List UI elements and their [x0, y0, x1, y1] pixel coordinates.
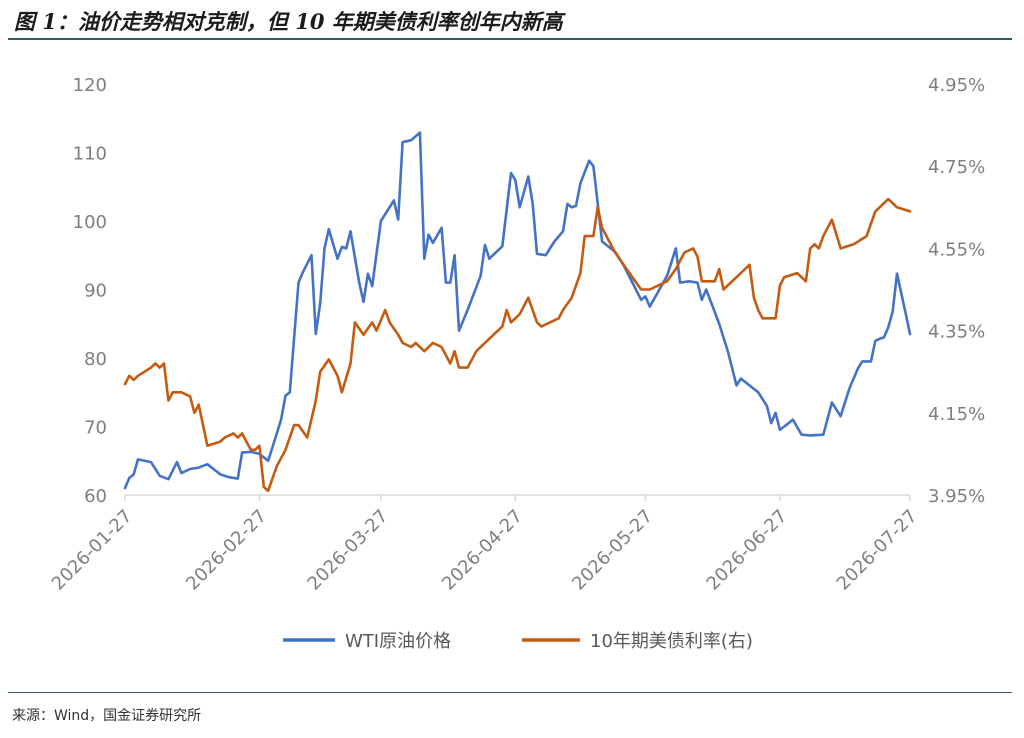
chart-axes: 60 70 80 90 100 110 120 3.95% 4.15% 4.35% 4.55% 4.7…	[48, 75, 985, 595]
x-tick-label: 2026-01-27	[48, 506, 137, 595]
series-layer	[123, 131, 912, 493]
bottom-rule	[8, 692, 1012, 693]
wti-price-line	[123, 131, 912, 490]
y-left-tick-label: 100	[73, 212, 107, 233]
y-right-tick-label: 4.55%	[928, 239, 985, 260]
x-tick-label: 2026-06-27	[703, 506, 792, 595]
legend-label-yield: 10年期美债利率(右)	[590, 631, 753, 652]
y-right-tick-label: 4.35%	[928, 322, 985, 343]
y-left-tick-label: 80	[84, 349, 107, 370]
y-left-tick-label: 120	[73, 75, 107, 96]
x-tick-label: 2026-03-27	[304, 506, 393, 595]
y-left-tick-label: 70	[84, 418, 107, 439]
x-tick-label: 2026-05-27	[568, 506, 657, 595]
y-left-tick-label: 90	[84, 281, 107, 302]
legend-label-wti: WTI原油价格	[345, 631, 451, 652]
x-tick-label: 2026-04-27	[438, 506, 527, 595]
source-note: 来源：Wind，国金证券研究所	[12, 708, 202, 724]
y-right-tick-label: 4.75%	[928, 157, 985, 178]
y-right-tick-label: 4.95%	[928, 75, 985, 96]
y-right-tick-label: 3.95%	[928, 486, 985, 507]
title-rule	[8, 38, 1012, 40]
x-tick-label: 2026-02-27	[182, 506, 271, 595]
figure-title: 图 1：油价走势相对克制，但 10 年期美债利率创年内新高	[14, 9, 563, 34]
chart-legend: WTI原油价格 10年期美债利率(右)	[283, 631, 753, 652]
treasury-yield-line	[123, 197, 912, 493]
y-left-tick-label: 60	[84, 486, 107, 507]
x-tick-label: 2026-07-27	[833, 506, 922, 595]
line-chart: 60 70 80 90 100 110 120 3.95% 4.15% 4.35% 4.55% 4.7…	[48, 75, 985, 652]
y-left-tick-label: 110	[73, 144, 107, 165]
y-right-tick-label: 4.15%	[928, 404, 985, 425]
